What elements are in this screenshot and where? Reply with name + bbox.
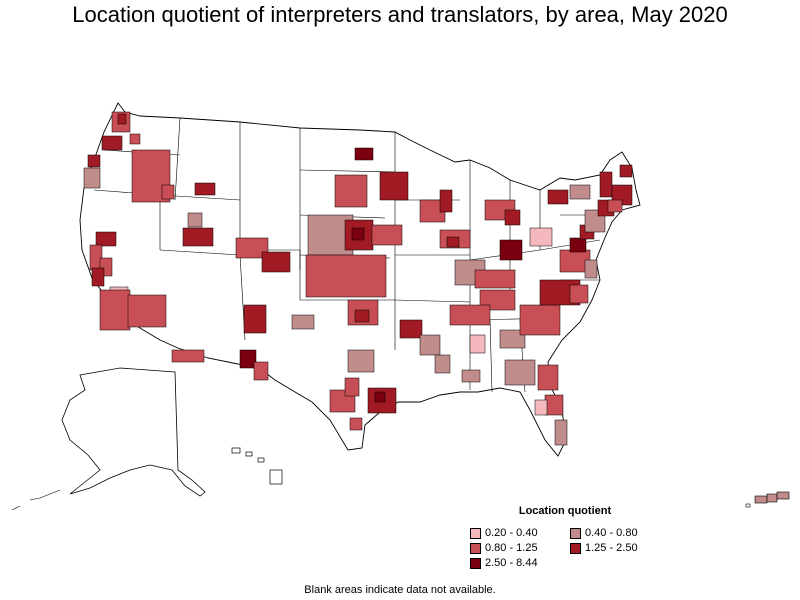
area-west-texas — [253, 361, 269, 381]
area-dc — [569, 237, 587, 253]
area-denver — [261, 251, 291, 273]
legend-item-4: 1.25 - 2.50 — [570, 542, 670, 554]
area-mississippi — [434, 354, 451, 374]
area-pa-west — [529, 227, 553, 247]
hawaii — [231, 447, 283, 485]
area-iowa — [371, 224, 403, 246]
legend-swatch — [470, 542, 481, 554]
area-san-antonio — [344, 377, 360, 397]
area-wenatchee — [129, 133, 141, 145]
area-north-dakota — [354, 147, 374, 161]
area-arizona — [127, 294, 167, 328]
alaska-outline — [61, 367, 206, 497]
area-colorado — [235, 237, 269, 259]
area-maine — [619, 164, 633, 178]
legend-item-1: 0.20 - 0.40 — [470, 527, 570, 539]
area-corpus — [349, 417, 363, 431]
area-miami — [554, 419, 568, 446]
area-ohio-2 — [474, 269, 516, 289]
area-jacksonville — [537, 364, 559, 391]
area-portland — [101, 135, 123, 151]
area-albany — [599, 171, 613, 198]
area-kansas — [305, 254, 387, 298]
area-hartford — [607, 199, 623, 213]
area-arkansas — [419, 334, 441, 356]
legend: Location quotient 0.20 - 0.40 0.40 - 0.8… — [470, 505, 670, 569]
area-raleigh — [569, 284, 589, 304]
area-norfolk — [584, 259, 598, 279]
area-buffalo — [547, 189, 569, 205]
area-atlanta — [519, 304, 561, 336]
area-ny-central — [569, 184, 591, 200]
legend-label: 0.20 - 0.40 — [485, 527, 538, 539]
area-albuquerque — [243, 304, 267, 334]
area-chicago-core — [446, 236, 460, 248]
area-tennessee — [449, 304, 491, 326]
area-tx-east — [399, 319, 423, 339]
area-georgia — [499, 329, 526, 349]
area-oregon-south — [87, 154, 101, 168]
area-new-orleans — [461, 369, 481, 383]
legend-swatch — [470, 557, 481, 569]
area-orlando — [544, 394, 564, 416]
area-utah-2 — [187, 212, 203, 228]
puerto-rico — [745, 491, 790, 508]
legend-label: 2.50 - 8.44 — [485, 557, 538, 569]
area-tucson — [171, 349, 205, 363]
legend-item-3: 0.80 - 1.25 — [470, 542, 570, 554]
footnote: Blank areas indicate data not available. — [304, 584, 496, 596]
area-el-paso — [239, 349, 257, 369]
area-tampa — [534, 399, 548, 416]
legend-swatch — [470, 527, 481, 539]
area-milwaukee — [439, 189, 453, 213]
legend-item-2: 0.40 - 0.80 — [570, 527, 670, 539]
area-minnesota-w — [334, 174, 368, 208]
legend-swatch — [570, 542, 581, 554]
area-houston-core — [374, 391, 386, 403]
area-idaho-east — [161, 184, 175, 200]
area-minneapolis — [379, 171, 409, 201]
area-dallas — [347, 349, 375, 373]
legend-label: 1.25 - 2.50 — [585, 542, 638, 554]
legend-label: 0.80 - 1.25 — [485, 542, 538, 554]
area-central-coast — [91, 267, 105, 287]
area-sacramento — [95, 231, 117, 247]
map-title: Location quotient of interpreters and tr… — [72, 2, 728, 27]
alaska-islands — [11, 489, 61, 511]
legend-grid: 0.20 - 0.40 0.40 - 0.80 0.80 - 1.25 1.25… — [470, 527, 670, 569]
area-ohio — [499, 239, 523, 261]
area-alabama — [469, 334, 486, 354]
area-nor-cal-north — [83, 167, 101, 189]
area-omaha-core — [351, 227, 365, 241]
metro-areas — [83, 111, 633, 446]
legend-label: 0.40 - 0.80 — [585, 527, 638, 539]
area-south-ga — [504, 359, 536, 386]
area-texas-panhandle — [291, 314, 315, 330]
legend-swatch — [570, 527, 581, 539]
area-seattle-core — [117, 113, 127, 125]
area-utah-1 — [182, 227, 214, 247]
legend-title: Location quotient — [518, 505, 612, 517]
area-wyoming — [194, 182, 216, 196]
legend-item-5: 2.50 - 8.44 — [470, 557, 570, 569]
area-detroit — [504, 209, 521, 226]
area-socal — [99, 289, 131, 331]
area-okc — [354, 309, 370, 323]
